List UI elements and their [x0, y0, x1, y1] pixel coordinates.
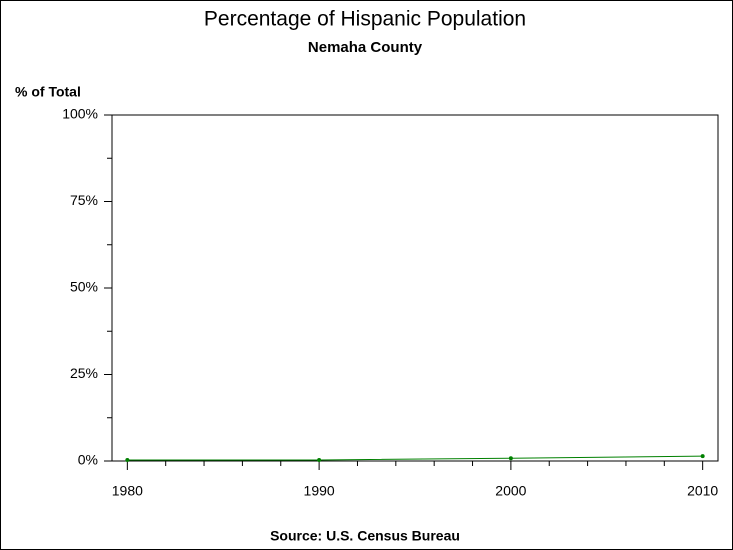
chart-subtitle: Nemaha County — [308, 39, 423, 56]
x-tick-label: 1990 — [304, 483, 335, 499]
plot-area — [111, 114, 719, 462]
x-tick-label: 1980 — [112, 483, 143, 499]
y-tick-label: 75% — [70, 192, 98, 208]
x-tick-label: 2000 — [495, 483, 526, 499]
line-series — [127, 455, 703, 461]
y-tick-label: 50% — [70, 279, 98, 295]
chart-title: Percentage of Hispanic Population — [204, 8, 526, 31]
data-point — [700, 454, 705, 459]
source-note: Source: U.S. Census Bureau — [270, 528, 460, 544]
y-tick-label: 100% — [62, 106, 98, 122]
data-point — [125, 457, 130, 462]
data-point — [508, 456, 513, 461]
data-point — [317, 457, 322, 462]
y-tick-label: 25% — [70, 365, 98, 381]
y-tick-label: 0% — [78, 452, 98, 468]
x-tick-label: 2010 — [687, 483, 718, 499]
y-axis-label: % of Total — [15, 84, 81, 100]
